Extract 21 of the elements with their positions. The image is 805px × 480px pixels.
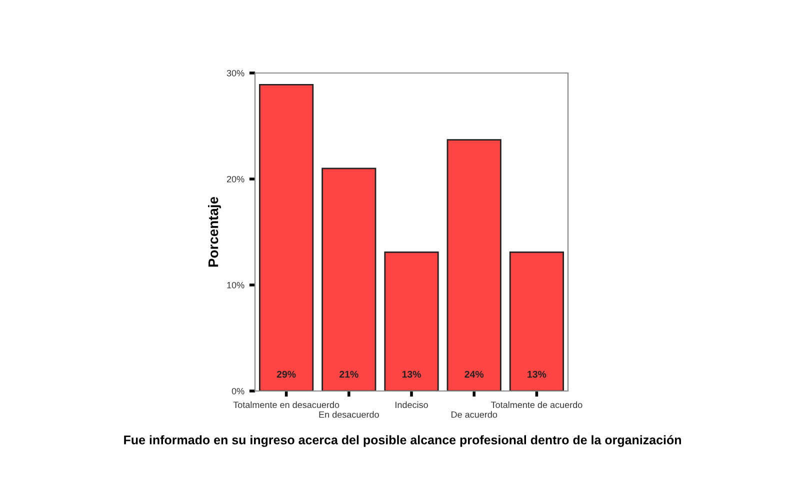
data-label: 13% [402, 370, 421, 378]
data-label: 21% [340, 370, 358, 378]
y-tick-label: 30% [226, 70, 244, 76]
x-tick-label: En desacuerdo [319, 411, 379, 418]
y-tick-label: 20% [226, 176, 244, 182]
y-tick-label: 10% [227, 282, 244, 288]
x-tick-label: Totalmente de acuerdo [490, 401, 582, 408]
bar [322, 168, 376, 391]
bar [509, 251, 564, 391]
x-tick-label: De acuerdo [452, 411, 498, 418]
data-label: 13% [528, 370, 546, 378]
data-label: 29% [276, 370, 296, 378]
data-label: 24% [464, 370, 484, 378]
y-tick-label: 0% [232, 388, 244, 394]
x-tick-label: Indeciso [396, 401, 428, 408]
x-tick-label: Totalmente en desacuerdo [233, 401, 340, 408]
bar [259, 84, 314, 391]
bar [446, 139, 502, 391]
x-axis-title: Fue informado en su ingreso acerca del posible alcance profesional dentro de la organización [124, 435, 681, 447]
bar [384, 251, 439, 391]
y-axis-title: Porcentaje [208, 196, 221, 267]
